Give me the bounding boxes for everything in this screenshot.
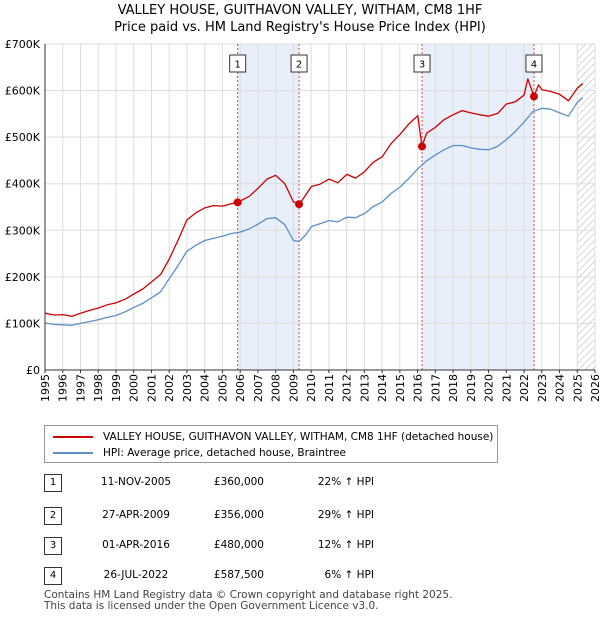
y-tick-label: £700K [5,38,41,51]
sale-label-frame [229,54,247,73]
chart-title-block: VALLEY HOUSE, GUITHAVON VALLEY, WITHAM, … [0,2,600,36]
sale-price: £356,000 [213,509,264,521]
sale-point [418,142,427,151]
sale-number-badge: 4 [44,567,62,585]
x-tick-label: 2009 [287,374,300,402]
sale-label-frame [525,54,543,73]
x-tick-label: 1995 [39,374,52,402]
x-tick-label: 2021 [500,374,513,402]
sale-label-frame [413,54,431,73]
y-tick-label: £100K [5,317,41,330]
sale-label-number: 2 [296,60,302,71]
x-tick-label: 2001 [145,374,158,402]
x-tick-label: 2023 [536,374,549,402]
hpi-line [45,97,584,326]
x-tick-label: 2004 [199,374,212,402]
legend-swatch-property [53,436,93,438]
y-tick-label: £600K [5,85,41,98]
sale-row: 1 11-NOV-2005 £360,000 22% ↑ HPI [44,474,444,494]
sale-label-number: 4 [531,60,537,71]
x-tick-label: 2010 [305,374,318,402]
sale-date: 01-APR-2016 [102,539,170,551]
sale-hpi-change: 29% ↑ HPI [317,509,374,521]
x-tick-label: 2024 [554,374,567,402]
price-chart: 1 2 3 4 £0 £100K £200K £300K £400K £500K £600K £70… [5,38,600,402]
sale-row: 4 26-JUL-2022 £587,500 6% ↑ HPI [44,567,444,587]
x-tick-label: 2006 [234,374,247,402]
x-tick-label: 1998 [92,374,105,402]
sale-point [233,198,242,207]
x-tick-label: 2015 [394,374,407,402]
x-tick-label: 2026 [589,374,600,402]
sale-label-frame [290,54,308,73]
x-tick-label: 2014 [376,374,389,402]
legend-swatch-hpi [53,452,93,454]
property-price-line [45,78,584,318]
sale-point [295,200,304,209]
sale-number-badge: 2 [44,507,62,525]
x-tick-label: 2003 [181,374,194,402]
chart-title: VALLEY HOUSE, GUITHAVON VALLEY, WITHAM, … [117,3,483,18]
x-tick-label: 2019 [465,374,478,402]
sale-label-box: 3 [413,54,431,73]
legend-item-property: VALLEY HOUSE, GUITHAVON VALLEY, WITHAM, … [53,429,493,445]
sale-date: 26-JUL-2022 [103,569,169,581]
x-tick-label: 1996 [57,374,70,402]
sale-label-box: 2 [290,54,308,73]
y-tick-label: £400K [5,178,41,191]
sale-row: 2 27-APR-2009 £356,000 29% ↑ HPI [44,507,444,527]
sale-point [529,92,538,101]
x-tick-label: 2012 [341,374,354,402]
x-tick-label: 2025 [571,374,584,402]
sale-price: £360,000 [213,476,264,488]
ownership-shade [237,44,300,370]
sale-price: £587,500 [213,569,264,581]
x-tick-label: 2008 [270,374,283,402]
legend-label-property: VALLEY HOUSE, GUITHAVON VALLEY, WITHAM, … [103,431,494,443]
x-tick-label: 2020 [483,374,496,402]
sale-row: 3 01-APR-2016 £480,000 12% ↑ HPI [44,537,444,557]
x-tick-label: 2022 [518,374,531,402]
x-tick-label: 2016 [412,374,425,402]
x-tick-label: 1999 [110,374,123,402]
x-tick-label: 2017 [429,374,442,402]
sale-hpi-change: 22% ↑ HPI [317,476,374,488]
footer-licence: This data is licensed under the Open Gov… [44,600,379,612]
y-tick-label: £300K [5,224,41,237]
x-tick-label: 2007 [252,374,265,402]
footer-copyright: Contains HM Land Registry data © Crown c… [44,589,453,601]
legend: VALLEY HOUSE, GUITHAVON VALLEY, WITHAM, … [44,425,498,463]
x-tick-label: 2000 [128,374,141,402]
legend-label-hpi: HPI: Average price, detached house, Brai… [103,447,347,459]
y-tick-label: £200K [5,271,41,284]
x-tick-label: 2018 [447,374,460,402]
sale-label-box: 1 [229,54,247,73]
y-tick-label: £0 [26,364,40,377]
x-tick-label: 2011 [323,374,336,402]
sale-number-badge: 3 [44,537,62,555]
sale-label-number: 3 [419,60,425,71]
footer-notice: Contains HM Land Registry data © Crown c… [44,590,452,612]
chart-subtitle: Price paid vs. HM Land Registry's House … [114,20,486,35]
sale-label-box: 4 [525,54,543,73]
x-tick-label: 1997 [74,374,87,402]
legend-item-hpi: HPI: Average price, detached house, Brai… [53,445,346,461]
ownership-shade [422,44,534,370]
y-tick-label: £500K [5,131,41,144]
sale-price: £480,000 [213,539,264,551]
sale-hpi-change: 6% ↑ HPI [324,569,374,581]
sale-label-number: 1 [234,60,240,71]
future-hatch [577,44,595,370]
sale-hpi-change: 12% ↑ HPI [317,539,374,551]
sale-date: 27-APR-2009 [102,509,170,521]
x-tick-label: 2005 [216,374,229,402]
sale-date: 11-NOV-2005 [100,476,172,488]
x-tick-label: 2013 [358,374,371,402]
sale-number-badge: 1 [44,474,62,492]
x-tick-label: 2002 [163,374,176,402]
